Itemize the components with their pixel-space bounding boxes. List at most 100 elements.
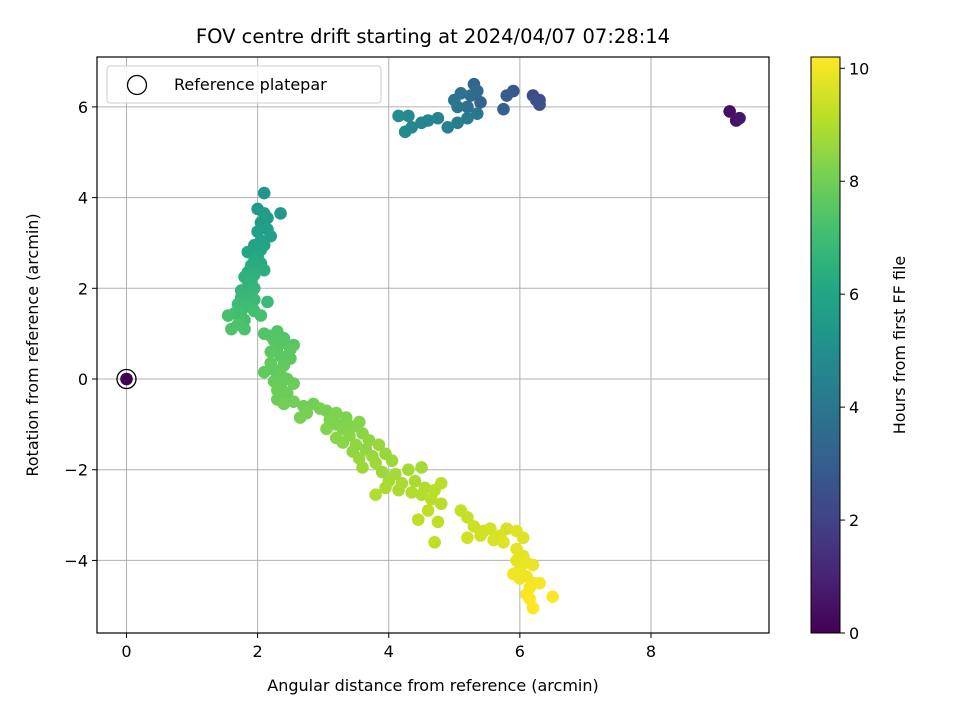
data-point (723, 105, 736, 118)
data-point (733, 111, 746, 125)
grid-lines (97, 57, 769, 633)
legend-box (106, 65, 382, 104)
y-tick-label: −2 (64, 461, 88, 480)
data-point (451, 100, 464, 114)
data-point (516, 531, 530, 545)
data-point (434, 497, 448, 511)
data-point (379, 481, 392, 495)
data-point (274, 207, 287, 220)
chart-title: FOV centre drift starting at 2024/04/07 … (196, 25, 670, 48)
data-point (441, 120, 455, 134)
data-point (369, 488, 382, 501)
data-point (375, 465, 389, 479)
x-tick-label: 2 (253, 642, 263, 661)
data-point (408, 474, 422, 488)
data-point (280, 386, 294, 399)
reference-point (120, 372, 133, 386)
colorbar-tick-label: 6 (849, 285, 859, 304)
data-point (257, 186, 271, 200)
data-point (461, 100, 474, 114)
data-point (392, 109, 405, 123)
data-point (287, 395, 300, 408)
y-tick-label: 0 (78, 370, 88, 389)
data-point (526, 601, 540, 615)
data-point (336, 436, 350, 449)
reference-marker-group (116, 368, 137, 390)
data-point (270, 384, 284, 397)
data-point (254, 309, 268, 322)
legend: Reference platepar (106, 65, 382, 104)
data-point (238, 322, 251, 336)
data-point (474, 96, 487, 109)
data-point (474, 529, 487, 542)
data-point (431, 111, 445, 125)
colorbar-tick-label: 8 (849, 172, 859, 191)
data-point (225, 322, 238, 336)
data-point (221, 309, 235, 322)
data-point (421, 504, 435, 517)
data-point (372, 438, 386, 452)
data-point (402, 109, 415, 123)
data-point (356, 461, 369, 474)
data-point (241, 245, 255, 259)
x-axis-ticks: 0 2 4 6 8 (121, 633, 656, 661)
data-point (484, 522, 497, 535)
data-point (392, 483, 405, 497)
data-point (425, 492, 438, 506)
x-tick-label: 0 (121, 642, 131, 661)
data-point (513, 572, 527, 585)
y-tick-label: 6 (78, 98, 88, 117)
data-point (385, 454, 399, 467)
data-point (428, 535, 441, 549)
data-point (415, 488, 428, 501)
data-point (546, 590, 559, 604)
data-point (526, 558, 540, 572)
y-tick-label: −4 (64, 551, 88, 570)
legend-entry: Reference platepar (174, 75, 327, 94)
colorbar-tick-label: 10 (849, 59, 869, 78)
data-point (415, 461, 428, 474)
y-tick-label: 2 (78, 279, 88, 298)
x-axis-label: Angular distance from reference (arcmin) (267, 676, 598, 695)
colorbar-label: Hours from first FF file (890, 256, 909, 435)
data-points (221, 77, 746, 615)
data-point (497, 535, 510, 549)
colorbar-ticks: 0 2 4 6 8 10 (840, 59, 869, 643)
data-point (320, 422, 333, 436)
data-point (497, 102, 510, 116)
data-point (464, 89, 477, 102)
data-point (398, 125, 412, 139)
y-axis-label: Rotation from reference (arcmin) (23, 213, 42, 476)
data-point (369, 456, 382, 470)
x-tick-label: 6 (515, 642, 525, 661)
data-point (411, 513, 425, 526)
data-point (431, 515, 445, 529)
plot-frame (96, 56, 770, 634)
data-point (352, 415, 366, 429)
colorbar-tick-label: 2 (849, 511, 859, 530)
colorbar-tick-label: 4 (849, 398, 859, 417)
data-point (405, 486, 418, 499)
data-point (500, 89, 514, 102)
data-point (257, 365, 271, 379)
reference-marker (116, 368, 137, 390)
data-point (533, 93, 546, 107)
colorbar-tick-label: 0 (849, 624, 859, 643)
data-point (434, 477, 448, 490)
data-point (339, 411, 353, 424)
data-point (257, 263, 271, 277)
x-tick-label: 8 (646, 642, 656, 661)
data-point (261, 295, 274, 309)
data-point (470, 107, 484, 120)
data-point (461, 111, 474, 125)
data-point (277, 397, 291, 411)
data-point (451, 116, 464, 130)
colorbar-gradient (810, 56, 841, 634)
x-tick-label: 4 (384, 642, 394, 661)
data-point (461, 511, 474, 524)
data-point (467, 520, 481, 533)
data-point (284, 343, 297, 356)
data-point (287, 377, 300, 390)
data-point (402, 463, 415, 477)
